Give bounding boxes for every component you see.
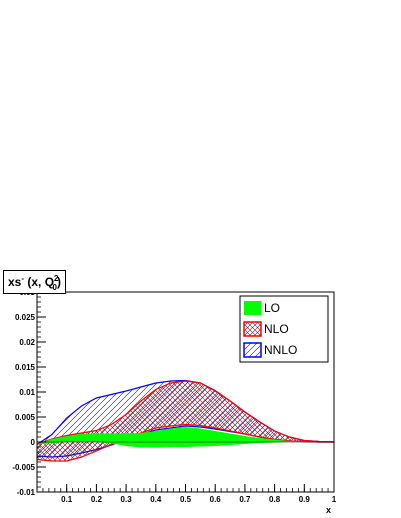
x-tick-label: 0.4 [150, 495, 162, 504]
chart-title: xs- (x, Q20) [3, 270, 66, 294]
x-tick-label: 0.1 [61, 495, 73, 504]
y-tick-label: 0.01 [19, 388, 35, 397]
legend-swatch-nlo [243, 321, 262, 337]
legend-swatch-nnlo [243, 342, 262, 358]
title-main: xs [8, 275, 22, 289]
title-q-sub: 0 [52, 283, 57, 292]
y-tick-label: 0 [31, 438, 36, 447]
title-q-sup: 2 [54, 274, 59, 283]
x-tick-label: 0.7 [239, 495, 251, 504]
x-tick-label: 0.5 [180, 495, 192, 504]
band-lower-nlo [36, 423, 334, 462]
x-tick-label: 0.6 [210, 495, 222, 504]
x-tick-label: 0.8 [269, 495, 281, 504]
title-args: (x, Q [27, 275, 55, 289]
legend-label-nlo: NLO [264, 322, 289, 336]
band-upper-nlo [36, 380, 335, 446]
title-close: ) [56, 275, 61, 289]
y-tick-label: -0.01 [17, 488, 36, 497]
data-bands [36, 379, 335, 462]
x-tick-label: 0.2 [91, 495, 103, 504]
y-tick-label: 0.025 [15, 313, 36, 322]
y-tick-label: 0.005 [15, 413, 36, 422]
x-tick-label: 0.9 [299, 495, 311, 504]
legend-label-nnlo: NNLO [264, 343, 297, 357]
legend-swatch-lo [244, 301, 261, 315]
x-tick-label: 0.3 [121, 495, 133, 504]
y-tick-label: -0.005 [12, 463, 35, 472]
legend-label-lo: LO [264, 301, 280, 315]
y-tick-label: 0.02 [19, 338, 35, 347]
legend: LO NLO NNLO [239, 295, 329, 363]
title-sup: - [21, 274, 25, 283]
y-tick-label: 0.015 [15, 363, 36, 372]
band-lo [37, 427, 334, 448]
x-tick-label: 1 [332, 495, 337, 504]
x-axis-label: x [326, 505, 331, 515]
